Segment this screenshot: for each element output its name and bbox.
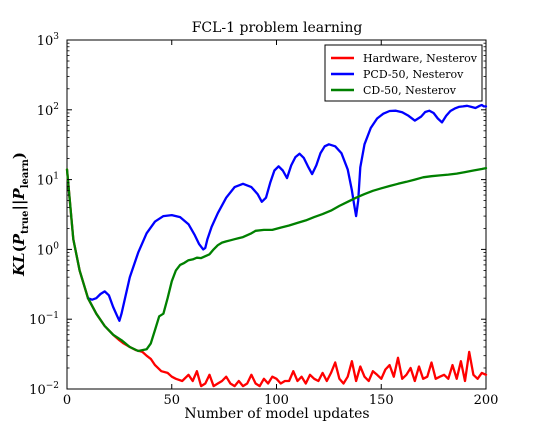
y-tick-label-5: 103	[37, 32, 60, 49]
y-tick-base: 10	[37, 104, 54, 119]
ylabel-open: (	[10, 245, 28, 252]
y-axis-label-text: KL(Ptrue||Plearn)	[10, 152, 31, 277]
x-tick-labels: 0 50 100 150 200	[63, 393, 499, 408]
ylabel-learn-sub: learn	[20, 158, 31, 188]
y-tick-label-4: 102	[37, 102, 59, 119]
ylabel-true-sub: true	[20, 210, 31, 234]
y-tick-label-0: 10−2	[29, 381, 59, 398]
series-layer	[65, 103, 488, 388]
legend-label-2: CD-50, Nesterov	[363, 84, 457, 97]
y-tick-exponent: 1	[53, 172, 59, 182]
legend-label-1: PCD-50, Nesterov	[363, 68, 464, 81]
legend: Hardware, Nesterov PCD-50, Nesterov CD-50,…	[324, 44, 483, 102]
x-tick-label-0: 0	[63, 393, 71, 408]
y-tick-exponent: 3	[53, 32, 59, 42]
series-line-1	[86, 103, 488, 322]
y-tick-base: 10	[37, 174, 54, 189]
y-tick-base: 10	[29, 383, 46, 398]
series-line-0	[65, 168, 488, 388]
x-tick-label-3: 150	[369, 393, 394, 408]
x-tick-label-2: 100	[264, 393, 289, 408]
series-line-2	[65, 166, 488, 353]
y-tick-exponent: 0	[53, 241, 59, 251]
y-tick-base: 10	[29, 313, 46, 328]
y-tick-label-2: 100	[37, 241, 60, 258]
x-tick-label-4: 200	[474, 393, 499, 408]
x-axis-label: Number of model updates	[184, 406, 369, 422]
x-tick-label-1: 50	[163, 393, 180, 408]
y-axis-label: KL(Ptrue||Plearn)	[10, 152, 31, 277]
ylabel-p1: P	[10, 233, 28, 246]
y-tick-label-1: 10−1	[29, 311, 59, 328]
y-tick-base: 10	[37, 34, 54, 49]
y-tick-exponent: 2	[53, 102, 59, 112]
y-tick-exponent: −1	[46, 311, 59, 321]
ylabel-separator: ||	[10, 200, 28, 211]
y-tick-label-3: 101	[37, 172, 59, 189]
chart-title: FCL-1 problem learning	[192, 20, 363, 36]
legend-label-0: Hardware, Nesterov	[363, 52, 478, 65]
ylabel-p2: P	[10, 188, 28, 201]
ylabel-kl: KL	[10, 252, 28, 277]
y-tick-exponent: −2	[46, 381, 59, 391]
y-tick-base: 10	[37, 243, 54, 258]
ylabel-close: )	[10, 152, 28, 159]
tick-layer	[66, 39, 487, 390]
